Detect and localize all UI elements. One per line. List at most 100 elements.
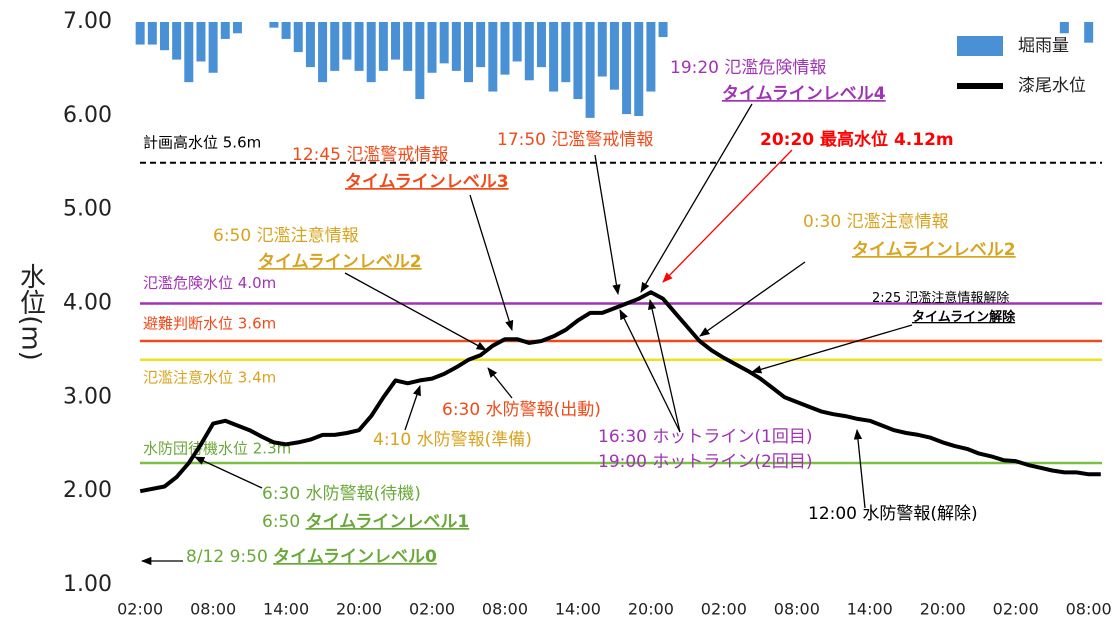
- rain-bar: [536, 22, 546, 68]
- rain-bar: [159, 22, 169, 51]
- rain-bar: [147, 22, 157, 45]
- rain-bar: [415, 22, 425, 100]
- legend-label: 漆尾水位: [1018, 76, 1086, 96]
- rain-bar: [293, 22, 303, 53]
- annotation-text: 12:45 氾濫警戒情報: [292, 145, 448, 165]
- rain-bar: [342, 22, 352, 60]
- y-tick-label: 2.00: [63, 478, 112, 503]
- reference-label: 氾濫危険水位 4.0m: [143, 274, 276, 292]
- annotation-emphasis: タイムラインレベル2: [258, 252, 422, 272]
- annotation: 19:00 ホットライン(2回目): [598, 452, 812, 472]
- annotation-text: 6:50: [262, 512, 306, 532]
- x-tick-label: 02:00: [993, 600, 1039, 619]
- rain-bar: [561, 22, 571, 83]
- annotation-text: 19:00 ホットライン(2回目): [598, 452, 812, 472]
- rain-bar: [184, 22, 194, 83]
- x-tick-label: 20:00: [920, 600, 966, 619]
- reference-label: 避難判断水位 3.6m: [143, 315, 276, 333]
- annotation: 6:30 水防警報(待機): [262, 484, 421, 504]
- annotation-arrows: [140, 103, 913, 566]
- x-tick-label: 14:00: [263, 600, 309, 619]
- annotation-emphasis: タイムライン解除: [912, 309, 1016, 325]
- annotation: タイムラインレベル4: [722, 84, 886, 104]
- annotation-text: 19:20 氾濫危険情報: [670, 58, 826, 78]
- rain-bar: [512, 22, 522, 62]
- rain-bar: [488, 22, 498, 92]
- x-tick-label: 08:00: [1066, 600, 1112, 619]
- reference-label: 氾濫注意水位 3.4m: [143, 368, 276, 386]
- rain-bar: [354, 22, 364, 71]
- rain-bar: [135, 22, 145, 45]
- annotation-text: 4:10 水防警報(準備): [373, 430, 532, 450]
- annotation: 0:30 氾濫注意情報: [803, 212, 949, 232]
- annotation-emphasis: タイムラインレベル3: [345, 172, 509, 192]
- rain-bar: [391, 22, 401, 60]
- legend-label: 堀雨量: [1018, 36, 1069, 56]
- rain-bar: [378, 22, 388, 71]
- rain-bar: [427, 22, 437, 73]
- annotation: タイムラインレベル2: [258, 252, 422, 272]
- rain-bar: [451, 22, 461, 71]
- rain-bar: [318, 22, 328, 83]
- annotation-text: 16:30 ホットライン(1回目): [598, 427, 812, 447]
- rain-bar: [622, 22, 632, 115]
- y-tick-label: 3.00: [63, 384, 112, 409]
- rain-bar: [1084, 22, 1094, 43]
- rain-bar: [634, 22, 644, 116]
- annotation: 6:50 タイムラインレベル1: [262, 512, 469, 532]
- rain-bar: [366, 22, 376, 83]
- rain-bar: [463, 22, 473, 83]
- rain-bar: [597, 22, 607, 77]
- rain-bar: [439, 22, 449, 64]
- legend-swatch: [957, 36, 1003, 56]
- annotation: 2:25 氾濫注意情報解除: [872, 290, 1009, 306]
- annotation: 20:20 最高水位 4.12m: [760, 129, 954, 150]
- x-tick-label: 20:00: [628, 600, 674, 619]
- y-tick-label: 5.00: [63, 197, 112, 222]
- rain-bar: [585, 22, 595, 118]
- rain-bar: [208, 22, 218, 73]
- annotation-text: 0:30 氾濫注意情報: [803, 212, 949, 232]
- rain-bar: [609, 22, 619, 90]
- annotation: タイムラインレベル2: [852, 240, 1016, 260]
- annotation: 19:20 氾濫危険情報: [670, 58, 826, 78]
- rain-bar: [1059, 22, 1069, 34]
- annotation: 12:45 氾濫警戒情報: [292, 145, 448, 165]
- x-tick-label: 08:00: [482, 600, 528, 619]
- rain-bar: [172, 22, 182, 60]
- annotation: 16:30 ホットライン(1回目): [598, 427, 812, 447]
- y-axis-label: 水位(m): [16, 263, 46, 361]
- rain-bar: [658, 22, 668, 38]
- annotation: タイムラインレベル3: [345, 172, 509, 192]
- y-tick-label: 6.00: [63, 103, 112, 128]
- x-tick-label: 14:00: [555, 600, 601, 619]
- x-tick-label: 02:00: [409, 600, 455, 619]
- annotation-text: 8/12 9:50: [186, 547, 273, 567]
- annotation-emphasis: タイムラインレベル4: [722, 84, 886, 104]
- x-tick-label: 02:00: [701, 600, 747, 619]
- annotation: 12:00 水防警報(解除): [808, 504, 978, 524]
- rain-bar: [196, 22, 206, 62]
- x-tick-label: 20:00: [336, 600, 382, 619]
- rain-bar: [281, 22, 291, 39]
- annotation: 6:30 水防警報(出動): [442, 400, 601, 420]
- x-tick-label: 02:00: [117, 600, 163, 619]
- reference-label: 水防団待機水位 2.3m: [143, 440, 291, 458]
- rain-bar: [330, 22, 340, 71]
- rain-bar: [232, 22, 242, 34]
- annotation-emphasis: タイムラインレベル1: [306, 512, 470, 532]
- rain-bar: [269, 22, 279, 28]
- y-tick-label: 7.00: [63, 9, 112, 34]
- annotation: タイムライン解除: [912, 309, 1016, 325]
- annotation: 17:50 氾濫警戒情報: [497, 130, 653, 150]
- rain-bar: [549, 22, 559, 92]
- annotation-text: 2:25 氾濫注意情報解除: [872, 290, 1009, 306]
- water-level-line: [139, 290, 1101, 494]
- annotation-emphasis: タイムラインレベル2: [852, 240, 1016, 260]
- annotation: 8/12 9:50 タイムラインレベル0: [186, 547, 437, 567]
- annotation-text: 6:30 水防警報(出動): [442, 400, 601, 420]
- x-tick-label: 08:00: [774, 600, 820, 619]
- rain-bar: [500, 22, 510, 75]
- annotation: 4:10 水防警報(準備): [373, 430, 532, 450]
